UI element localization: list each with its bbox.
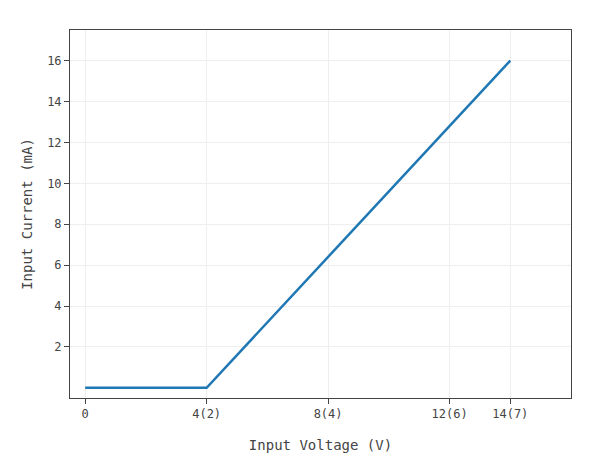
svg-text:14: 14: [47, 95, 61, 109]
svg-text:0: 0: [82, 407, 89, 421]
svg-text:4(2): 4(2): [192, 407, 221, 421]
svg-text:8(4): 8(4): [314, 407, 343, 421]
svg-text:2: 2: [54, 340, 61, 354]
svg-text:6: 6: [54, 258, 61, 272]
svg-text:Input Current (mA): Input Current (mA): [19, 138, 35, 290]
svg-text:16: 16: [47, 54, 61, 68]
svg-text:Input Voltage (V): Input Voltage (V): [249, 437, 392, 453]
svg-text:8: 8: [54, 217, 61, 231]
svg-text:14(7): 14(7): [492, 407, 528, 421]
svg-text:12(6): 12(6): [431, 407, 467, 421]
svg-text:4: 4: [54, 299, 61, 313]
svg-text:12: 12: [47, 136, 61, 150]
svg-text:10: 10: [47, 177, 61, 191]
